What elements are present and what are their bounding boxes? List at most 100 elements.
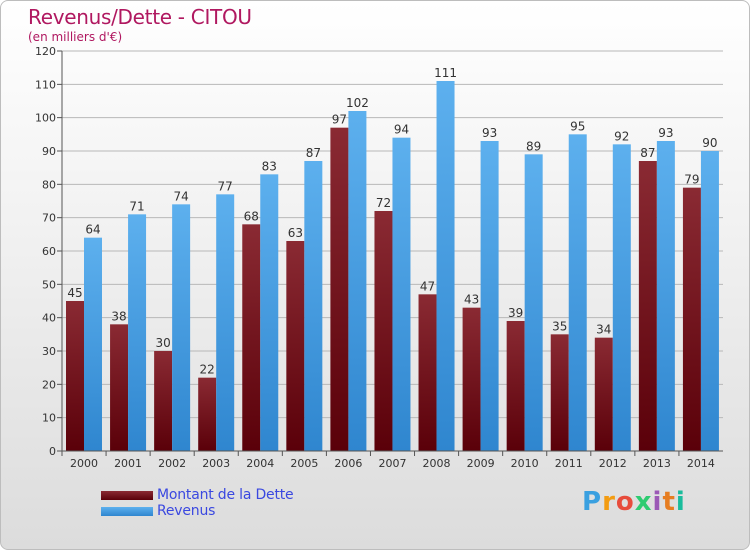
data-label-revenus: 102 [346, 96, 369, 110]
data-label-dette: 35 [552, 319, 567, 333]
y-tick-label: 90 [42, 145, 56, 158]
bar-revenus [128, 214, 147, 451]
logo-letter: i [675, 487, 686, 517]
chart-title: Revenus/Dette - CITOU [28, 5, 252, 29]
legend-label-revenus: Revenus [157, 503, 216, 519]
y-tick-label: 70 [42, 212, 56, 225]
data-label-dette: 68 [244, 209, 259, 223]
data-label-dette: 87 [640, 146, 655, 160]
data-label-revenus: 87 [306, 146, 321, 160]
x-tick-label: 2003 [202, 457, 230, 470]
legend-item-revenus: Revenus [101, 503, 293, 519]
y-tick-label: 50 [42, 278, 56, 291]
data-label-revenus: 93 [482, 126, 497, 140]
data-label-revenus: 83 [262, 159, 277, 173]
y-tick-label: 110 [35, 78, 56, 91]
x-tick-label: 2014 [687, 457, 715, 470]
logo-letter: r [602, 487, 616, 517]
logo-letter: o [615, 487, 635, 517]
bar-revenus [524, 154, 543, 452]
bar-dette [198, 377, 217, 451]
bar-revenus [348, 111, 367, 451]
bar-revenus [392, 137, 411, 451]
bar-dette [374, 211, 393, 451]
x-tick-label: 2008 [423, 457, 451, 470]
legend: Montant de la Dette Revenus [101, 487, 294, 519]
x-tick-label: 2001 [114, 457, 142, 470]
bar-dette [330, 127, 349, 452]
logo-letter: P [582, 487, 603, 517]
x-tick-label: 2012 [599, 457, 627, 470]
x-tick-label: 2000 [70, 457, 98, 470]
data-label-dette: 79 [684, 173, 699, 187]
data-label-revenus: 89 [526, 139, 541, 153]
logo-letter: x [634, 487, 653, 517]
bar-dette [506, 321, 525, 451]
logo-letter: t [662, 487, 676, 517]
data-label-revenus: 95 [570, 119, 585, 133]
bar-dette [110, 324, 129, 451]
y-tick-label: 20 [42, 378, 56, 391]
data-label-revenus: 90 [702, 136, 717, 150]
x-tick-label: 2013 [643, 457, 671, 470]
data-label-dette: 97 [332, 113, 347, 127]
bar-revenus [172, 204, 191, 451]
bar-dette [462, 307, 481, 451]
data-label-dette: 34 [596, 323, 611, 337]
bar-revenus [656, 141, 675, 451]
bar-revenus [216, 194, 235, 452]
data-label-dette: 72 [376, 196, 391, 210]
data-label-revenus: 93 [658, 126, 673, 140]
data-label-dette: 43 [464, 293, 479, 307]
data-label-dette: 30 [155, 336, 170, 350]
bar-dette [154, 351, 173, 451]
proxiti-logo: Proxiti [582, 487, 686, 517]
data-label-dette: 45 [67, 286, 82, 300]
y-tick-label: 40 [42, 312, 56, 325]
y-tick-label: 0 [49, 445, 56, 458]
bar-dette [418, 294, 437, 451]
legend-swatch-revenus [101, 506, 153, 516]
x-tick-label: 2004 [246, 457, 274, 470]
data-label-revenus: 71 [129, 199, 144, 213]
data-label-revenus: 92 [614, 129, 629, 143]
y-tick-label: 100 [35, 112, 56, 125]
data-label-dette: 47 [420, 279, 435, 293]
logo-letter: i [652, 487, 663, 517]
data-label-revenus: 77 [218, 179, 233, 193]
bar-revenus [700, 151, 719, 451]
bar-revenus [260, 174, 279, 452]
data-label-dette: 22 [200, 363, 215, 377]
bar-revenus [304, 161, 323, 451]
y-tick-label: 120 [35, 45, 56, 58]
bars: 45 64 38 71 30 74 22 77 68 83 63 87 97 102 72 94 47 111 43… [66, 66, 719, 452]
x-tick-label: 2010 [511, 457, 539, 470]
y-tick-label: 30 [42, 345, 56, 358]
legend-swatch-dette [101, 490, 153, 500]
y-tick-label: 60 [42, 245, 56, 258]
bar-revenus [480, 141, 499, 451]
bar-dette [286, 241, 305, 451]
y-tick-label: 10 [42, 412, 56, 425]
data-label-revenus: 94 [394, 123, 409, 137]
data-label-revenus: 64 [85, 223, 100, 237]
y-tick-label: 80 [42, 178, 56, 191]
bar-dette [638, 161, 657, 451]
bar-dette [594, 337, 613, 451]
x-tick-label: 2009 [467, 457, 495, 470]
bar-dette [550, 334, 569, 451]
x-tick-label: 2005 [290, 457, 318, 470]
bar-dette [66, 301, 84, 451]
data-label-revenus: 111 [434, 66, 457, 80]
x-tick-label: 2007 [378, 457, 406, 470]
bar-revenus [84, 237, 102, 451]
data-label-dette: 63 [288, 226, 303, 240]
legend-item-dette: Montant de la Dette [101, 487, 294, 503]
bar-revenus [612, 144, 631, 452]
data-label-dette: 38 [111, 309, 126, 323]
x-tick-label: 2011 [555, 457, 583, 470]
legend-label-dette: Montant de la Dette [157, 487, 294, 503]
chart-subtitle: (en milliers d'€) [28, 30, 123, 44]
